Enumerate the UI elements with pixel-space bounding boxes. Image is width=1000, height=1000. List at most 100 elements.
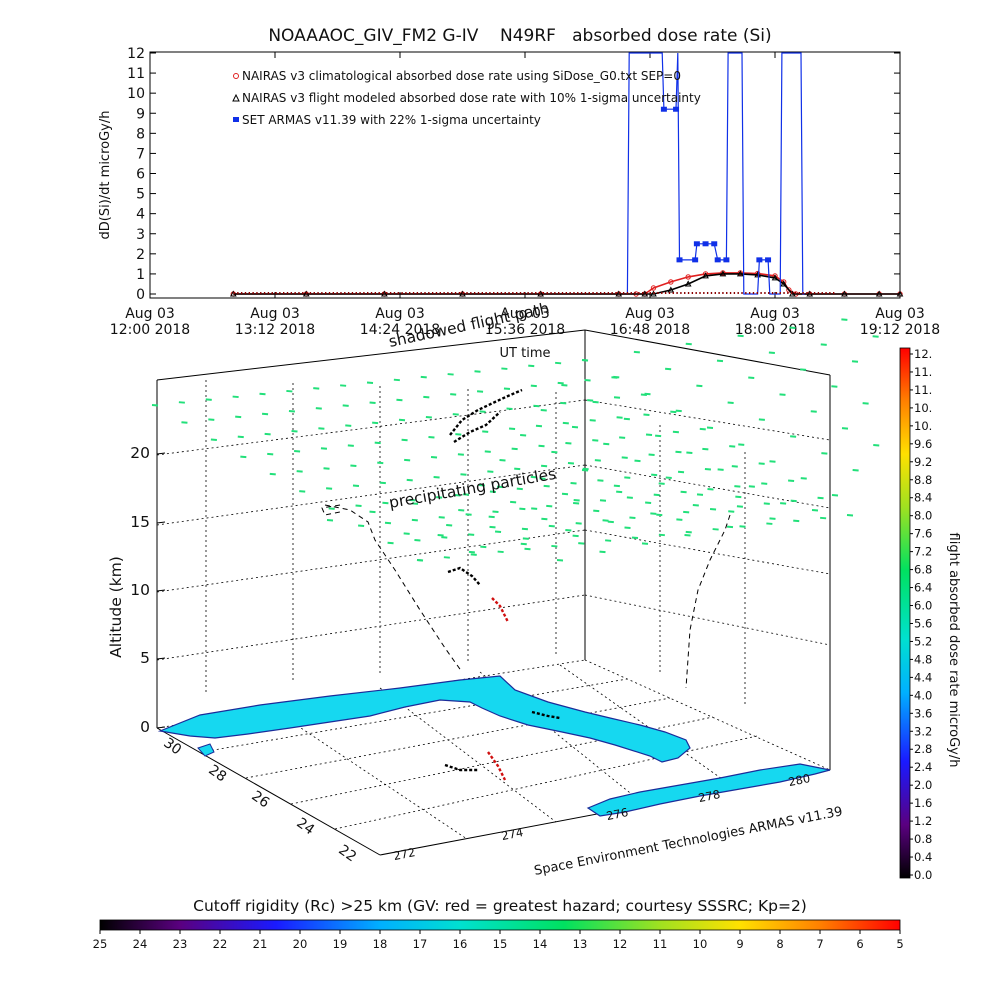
dose-marker — [347, 444, 354, 447]
dose-marker — [533, 404, 540, 408]
dose-marker — [619, 436, 626, 439]
dose-marker — [831, 494, 839, 497]
cbr-tick-label: 9.6 — [914, 437, 932, 451]
dose-marker — [494, 530, 502, 534]
cbr-tick-label: 2.8 — [914, 742, 932, 756]
dose-marker — [409, 498, 416, 502]
legend-entry: NAIRAS v3 climatological absorbed dose r… — [242, 69, 681, 83]
cbr-tick-label: 2.0 — [914, 778, 932, 792]
cbr-tick-label: 9.2 — [914, 455, 932, 469]
y-tick-label: 0 — [136, 287, 145, 303]
cbb-tick-label: 17 — [413, 937, 428, 951]
dose-marker — [377, 461, 384, 465]
cbr-tick-label: 11. — [914, 383, 932, 397]
dose-marker — [758, 462, 765, 465]
dose-marker — [315, 407, 322, 410]
bottom-colorbar-ticks: 25 24 23 22 21 20 19 18 17 16 15 14 13 12 11 10 9 8 7 6 5 — [93, 930, 904, 951]
dose-marker — [403, 532, 410, 535]
dose-marker — [727, 401, 734, 404]
dose-marker — [565, 441, 572, 445]
dose-marker — [468, 533, 475, 536]
dose-marker — [531, 507, 538, 510]
alt-tick-label: 5 — [140, 649, 150, 667]
dose-marker — [530, 384, 537, 388]
dose-marker — [738, 443, 745, 446]
dose-marker — [648, 453, 655, 457]
dose-marker — [428, 435, 435, 439]
dose-marker — [607, 520, 614, 524]
dose-marker — [820, 516, 827, 520]
dose-marker — [790, 435, 797, 438]
island-landmass — [197, 743, 215, 757]
dose-marker — [519, 507, 526, 511]
cbb-tick-label: 9 — [736, 937, 743, 951]
x-tick-time: 19:12 2018 — [860, 322, 940, 338]
series-0-point — [786, 287, 792, 293]
dose-marker — [852, 469, 859, 472]
x-tick-time: 12:00 2018 — [110, 322, 190, 338]
dose-marker — [352, 484, 360, 487]
y-tick-label: 5 — [136, 187, 145, 203]
cbb-tick-label: 23 — [173, 937, 188, 951]
dose-marker — [151, 404, 159, 407]
cbr-tick-label: 2.4 — [914, 760, 932, 774]
dose-marker — [644, 392, 651, 396]
dose-marker — [318, 427, 325, 430]
dose-marker — [205, 398, 212, 401]
dose-marker — [810, 410, 817, 413]
dose-marker — [482, 430, 489, 433]
3d-flight-tracks — [444, 388, 561, 781]
dose-marker — [454, 494, 461, 497]
dose-marker — [369, 401, 376, 405]
dose-marker — [831, 385, 838, 388]
cbr-tick-label: 0.8 — [914, 832, 932, 846]
dose-marker — [441, 536, 448, 539]
series-1-point — [841, 290, 848, 297]
dose-marker — [707, 487, 714, 491]
dose-marker — [873, 444, 880, 447]
dose-marker — [686, 451, 693, 454]
series-2-point — [723, 257, 730, 263]
dose-marker — [503, 387, 511, 390]
dose-marker — [259, 392, 266, 396]
dose-marker — [522, 537, 529, 540]
dose-marker — [178, 401, 185, 404]
dose-marker — [237, 435, 244, 439]
dose-marker — [748, 376, 755, 379]
series-1-point — [667, 286, 675, 293]
dose-marker — [658, 482, 665, 485]
dose-marker — [587, 399, 594, 402]
dose-marker — [267, 452, 274, 456]
series-2-point — [673, 106, 680, 112]
dose-marker — [342, 404, 349, 407]
cbb-tick-label: 8 — [776, 937, 783, 951]
cbr-tick-label: 4.0 — [914, 688, 932, 702]
dose-marker — [423, 395, 430, 399]
dose-marker — [675, 450, 682, 454]
dose-marker — [862, 402, 869, 405]
cbr-tick-label: 6.4 — [914, 581, 932, 595]
dose-marker — [548, 524, 555, 528]
dose-marker — [821, 452, 828, 455]
dose-marker — [573, 499, 580, 502]
dose-marker — [626, 496, 633, 499]
dose-marker — [872, 335, 879, 338]
dose-marker — [736, 505, 744, 508]
cbb-tick-label: 24 — [133, 937, 148, 951]
dose-marker — [543, 484, 550, 488]
track-top — [449, 388, 523, 436]
lon-tick-label: 272 — [392, 845, 416, 863]
top-plot-frame — [149, 51, 901, 299]
dose-marker — [452, 413, 459, 416]
annotation-credit: Space Environment Technologies ARMAS v11… — [533, 804, 844, 879]
alt-tick-mark — [156, 657, 166, 660]
cbr-tick-label: 3.6 — [914, 706, 932, 720]
x-tick-date: Aug 03 — [750, 306, 800, 322]
dose-marker — [735, 495, 742, 499]
x-tick-time: 18:00 2018 — [735, 322, 815, 338]
series-1-point — [684, 280, 692, 287]
dose-marker — [768, 351, 775, 354]
dose-marker — [717, 468, 724, 471]
cbb-tick-label: 14 — [533, 937, 548, 951]
dose-marker — [788, 479, 795, 483]
